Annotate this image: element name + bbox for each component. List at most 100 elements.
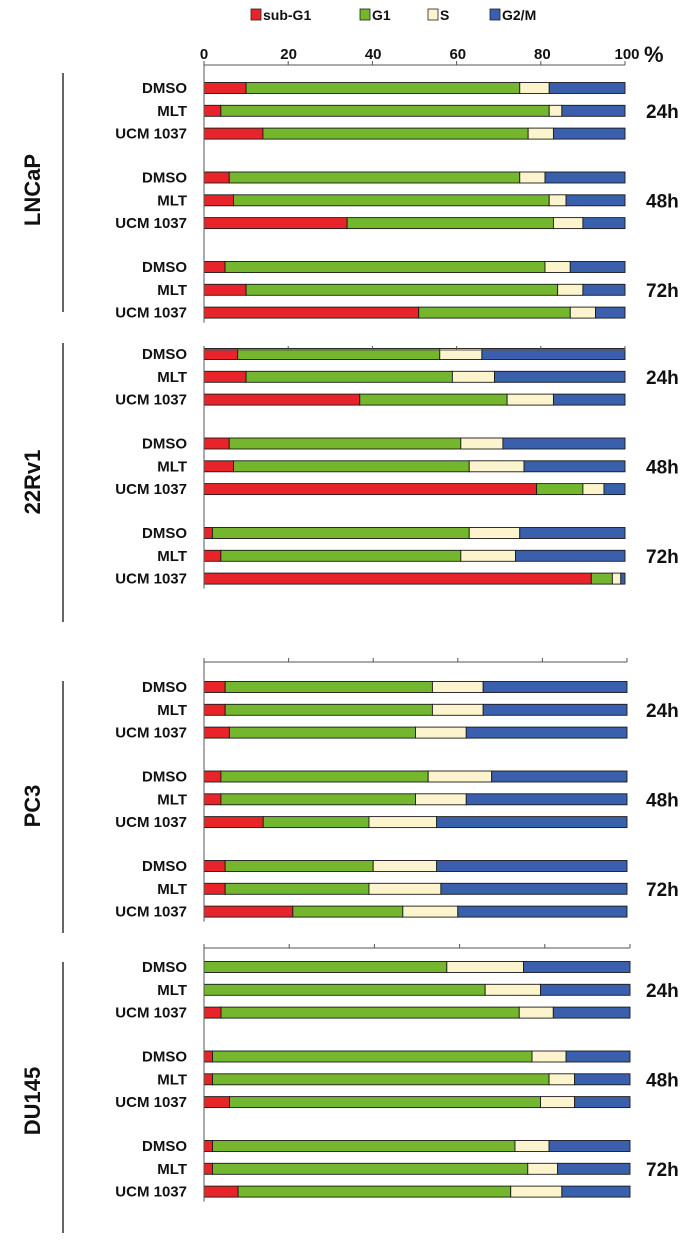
row-label: DMSO [142,769,187,786]
bar-segment-sub-G1 [203,437,230,450]
bar-segment-G2/M [544,171,626,184]
bar-segment-G2/M [574,1073,631,1086]
bar-segment-G2/M [436,860,628,872]
bar-segment-sub-G1 [203,104,222,117]
bar-segment-G2/M [540,983,631,996]
bar-segment-sub-G1 [203,306,420,319]
bar-segment-G1 [220,770,429,783]
bar-segment-G1 [262,816,370,829]
bar-segment-sub-G1 [203,483,538,496]
panels: LNCaP DMSO MLT UCM 1037 24h DMSO MLT UCM 1037 48… [20,61,679,1233]
bar-segment-S [548,194,567,207]
bar-segment-G2/M [552,393,626,406]
row-label: DMSO [142,525,187,542]
bar-segment-S [415,793,467,806]
bar-segment-G1 [212,1140,516,1152]
bar-segment-G1 [228,171,521,184]
row-label: UCM 1037 [115,1005,187,1022]
bar-segment-S [514,1140,550,1152]
bar-segment-G1 [220,104,550,117]
bar-segment-G2/M [552,127,626,140]
bar-segment-S [544,261,571,273]
bar-segment-G1 [212,1050,533,1063]
bar-segment-G2/M [465,726,628,739]
bar-segment-S [446,961,524,973]
row-label: DMSO [142,679,187,696]
row-label: DMSO [142,170,187,187]
bar-segment-G1 [590,572,613,585]
bar-segment-G2/M [561,1185,631,1198]
bar-segment-sub-G1 [203,217,348,230]
row-label: DMSO [142,858,187,875]
bar-segment-S [557,283,584,296]
bar-segment-S [415,726,467,739]
row-label: DMSO [142,436,187,453]
legend-swatch [359,8,371,21]
row-label: MLT [157,791,187,808]
bar-segment-G2/M [620,572,626,585]
time-label: 48h [646,1070,679,1091]
bar-segment-sub-G1 [203,127,264,140]
legend: sub-G1 G1 S G2/M [250,7,536,23]
bar-segment-G1 [212,1162,529,1175]
cell-line-label: LNCaP [20,154,45,226]
time-label: 24h [646,981,679,1002]
bar-segment-G1 [292,905,404,918]
bar-segment-S [527,1162,559,1175]
bar-segment-sub-G1 [203,549,222,562]
row-label: MLT [157,103,187,120]
bar-segment-S [451,370,495,383]
row-label: MLT [157,369,187,386]
bar-segment-G2/M [436,816,628,829]
row-label: MLT [157,982,187,999]
bar-segment-S [552,217,584,230]
row-label: UCM 1037 [115,1094,187,1111]
bar-segment-S [519,82,550,94]
row-label: UCM 1037 [115,305,187,322]
time-label: 24h [646,368,679,389]
row-label: UCM 1037 [115,481,187,498]
row-label: DMSO [142,80,187,97]
bar-segment-sub-G1 [203,1073,213,1086]
bar-segment-G2/M [491,770,628,783]
bar-segment-G2/M [565,194,626,207]
bar-segment-sub-G1 [203,572,592,585]
bar-segment-sub-G1 [203,770,222,783]
cell-line-label: 22Rv1 [20,450,45,515]
bar-segment-S [582,483,605,496]
bar-segment-G1 [220,549,462,562]
bar-segment-G2/M [561,104,626,117]
bar-segment-G1 [346,217,554,230]
row-label: UCM 1037 [115,725,187,742]
bar-segment-G1 [212,1073,550,1086]
bar-segment-S [540,1096,576,1109]
bar-segment-G1 [228,726,416,739]
time-label: 24h [646,102,679,123]
row-label: UCM 1037 [115,392,187,409]
x-tick-label: 40 [365,46,382,63]
row-label: UCM 1037 [115,814,187,831]
panel-DU145: DU145 DMSO MLT UCM 1037 24h DMSO MLT UCM 1037 48… [20,944,679,1233]
bar-segment-G1 [203,961,448,973]
row-label: DMSO [142,346,187,363]
bar-segment-G2/M [481,348,626,360]
bar-segment-G2/M [569,261,626,273]
bar-segment-G2/M [494,370,626,383]
bar-segment-sub-G1 [203,681,226,693]
legend-swatch [427,8,439,21]
bar-segment-S [460,549,516,562]
time-label: 48h [646,191,679,212]
bar-segment-sub-G1 [203,393,361,406]
bar-segment-G2/M [523,460,626,473]
bar-segment-S [531,1050,567,1063]
bar-segment-G2/M [440,882,628,895]
bar-segment-G2/M [603,483,626,496]
bar-segment-sub-G1 [203,283,247,296]
bar-segment-S [460,437,504,450]
bar-segment-G1 [220,793,416,806]
bar-segment-sub-G1 [203,905,294,918]
bar-segment-S [368,882,442,895]
row-label: UCM 1037 [115,126,187,143]
legend-swatch [250,8,262,21]
bar-segment-G1 [224,860,374,872]
